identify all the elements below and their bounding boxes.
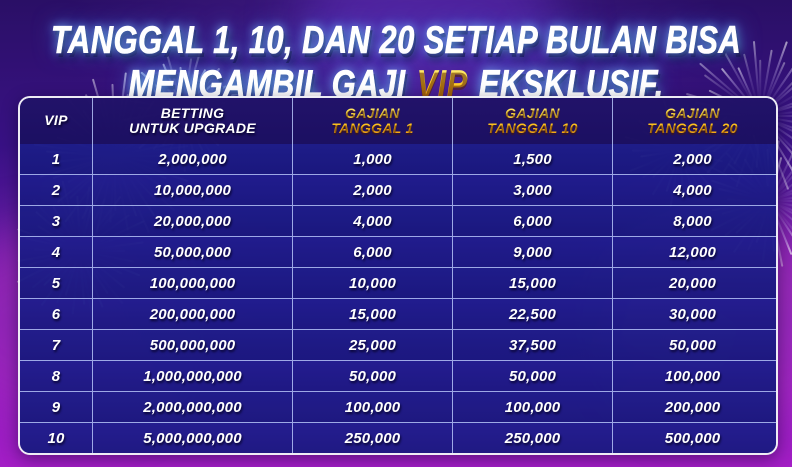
cell-gajian-tanggal-20: 2,000 bbox=[612, 144, 772, 174]
table-row: 2 10,000,000 2,000 3,000 4,000 bbox=[20, 174, 776, 205]
cell-gajian-tanggal-10: 37,500 bbox=[452, 330, 612, 360]
cell-vip-level: 2 bbox=[51, 181, 61, 199]
table-row: 10 5,000,000,000 250,000 250,000 500,000 bbox=[20, 422, 776, 453]
cell-gajian-tanggal-20: 500,000 bbox=[612, 423, 772, 453]
table-row: 8 1,000,000,000 50,000 50,000 100,000 bbox=[20, 360, 776, 391]
cell-gajian-tanggal-10: 22,500 bbox=[452, 299, 612, 329]
header-t1-line1: GAJIAN bbox=[345, 104, 400, 121]
vip-salary-table: VIP BETTING UNTUK UPGRADE GAJIAN TANGGAL… bbox=[18, 96, 778, 455]
cell-betting-amount: 20,000,000 bbox=[92, 206, 292, 236]
header-t10-line2: TANGGAL 10 bbox=[487, 120, 578, 136]
cell-gajian-tanggal-1: 10,000 bbox=[292, 268, 452, 298]
header-cell-vip: VIP bbox=[20, 98, 92, 144]
header-betting-line2: UNTUK UPGRADE bbox=[129, 120, 256, 136]
header-cell-betting: BETTING UNTUK UPGRADE bbox=[92, 98, 292, 144]
header-cell-gajian-tanggal-1: GAJIAN TANGGAL 1 bbox=[292, 98, 452, 144]
cell-gajian-tanggal-1: 15,000 bbox=[292, 299, 452, 329]
table-row: 4 50,000,000 6,000 9,000 12,000 bbox=[20, 236, 776, 267]
cell-betting-amount: 2,000,000,000 bbox=[92, 392, 292, 422]
page-title: TANGGAL 1, 10, DAN 20 SETIAP BULAN BISA … bbox=[0, 18, 792, 104]
cell-gajian-tanggal-10: 50,000 bbox=[452, 361, 612, 391]
cell-gajian-tanggal-10: 1,500 bbox=[452, 144, 612, 174]
cell-gajian-tanggal-10: 6,000 bbox=[452, 206, 612, 236]
cell-gajian-tanggal-10: 250,000 bbox=[452, 423, 612, 453]
cell-gajian-tanggal-20: 100,000 bbox=[612, 361, 772, 391]
cell-betting-amount: 2,000,000 bbox=[92, 144, 292, 174]
cell-gajian-tanggal-1: 2,000 bbox=[292, 175, 452, 205]
cell-gajian-tanggal-20: 12,000 bbox=[612, 237, 772, 267]
cell-gajian-tanggal-1: 250,000 bbox=[292, 423, 452, 453]
table-row: 9 2,000,000,000 100,000 100,000 200,000 bbox=[20, 391, 776, 422]
header-t10-line1: GAJIAN bbox=[505, 104, 560, 121]
cell-betting-amount: 500,000,000 bbox=[92, 330, 292, 360]
cell-gajian-tanggal-10: 15,000 bbox=[452, 268, 612, 298]
table-row: 6 200,000,000 15,000 22,500 30,000 bbox=[20, 298, 776, 329]
table-header-row: VIP BETTING UNTUK UPGRADE GAJIAN TANGGAL… bbox=[20, 98, 776, 144]
header-t20-line1: GAJIAN bbox=[665, 104, 720, 121]
table-row: 7 500,000,000 25,000 37,500 50,000 bbox=[20, 329, 776, 360]
cell-betting-amount: 5,000,000,000 bbox=[92, 423, 292, 453]
table-body: 1 2,000,000 1,000 1,500 2,000 2 10,000,000 2,00… bbox=[20, 144, 776, 453]
title-line-1: TANGGAL 1, 10, DAN 20 SETIAP BULAN BISA bbox=[50, 18, 742, 62]
cell-vip-level: 9 bbox=[51, 398, 61, 416]
cell-vip-level: 5 bbox=[51, 274, 61, 292]
cell-betting-amount: 100,000,000 bbox=[92, 268, 292, 298]
cell-betting-amount: 1,000,000,000 bbox=[92, 361, 292, 391]
cell-vip-level: 3 bbox=[51, 212, 61, 230]
cell-vip-level: 4 bbox=[51, 243, 61, 261]
cell-gajian-tanggal-20: 30,000 bbox=[612, 299, 772, 329]
cell-gajian-tanggal-1: 50,000 bbox=[292, 361, 452, 391]
cell-vip-level: 8 bbox=[51, 367, 61, 385]
cell-gajian-tanggal-10: 100,000 bbox=[452, 392, 612, 422]
cell-gajian-tanggal-10: 9,000 bbox=[452, 237, 612, 267]
header-t20-line2: TANGGAL 20 bbox=[647, 120, 738, 136]
table-row: 1 2,000,000 1,000 1,500 2,000 bbox=[20, 144, 776, 174]
cell-betting-amount: 50,000,000 bbox=[92, 237, 292, 267]
header-cell-gajian-tanggal-10: GAJIAN TANGGAL 10 bbox=[452, 98, 612, 144]
cell-vip-level: 1 bbox=[51, 150, 61, 168]
cell-gajian-tanggal-20: 50,000 bbox=[612, 330, 772, 360]
table-row: 3 20,000,000 4,000 6,000 8,000 bbox=[20, 205, 776, 236]
header-cell-gajian-tanggal-20: GAJIAN TANGGAL 20 bbox=[612, 98, 772, 144]
cell-gajian-tanggal-20: 200,000 bbox=[612, 392, 772, 422]
cell-gajian-tanggal-1: 25,000 bbox=[292, 330, 452, 360]
cell-gajian-tanggal-1: 1,000 bbox=[292, 144, 452, 174]
cell-gajian-tanggal-20: 8,000 bbox=[612, 206, 772, 236]
cell-gajian-tanggal-1: 6,000 bbox=[292, 237, 452, 267]
cell-betting-amount: 200,000,000 bbox=[92, 299, 292, 329]
header-t1-line2: TANGGAL 1 bbox=[331, 120, 414, 136]
cell-vip-level: 10 bbox=[47, 429, 65, 447]
cell-betting-amount: 10,000,000 bbox=[92, 175, 292, 205]
cell-vip-level: 7 bbox=[51, 336, 61, 354]
cell-gajian-tanggal-1: 100,000 bbox=[292, 392, 452, 422]
cell-gajian-tanggal-10: 3,000 bbox=[452, 175, 612, 205]
table-row: 5 100,000,000 10,000 15,000 20,000 bbox=[20, 267, 776, 298]
cell-gajian-tanggal-20: 20,000 bbox=[612, 268, 772, 298]
header-betting-line1: BETTING bbox=[160, 104, 225, 121]
cell-vip-level: 6 bbox=[51, 305, 61, 323]
header-vip-line1: VIP bbox=[44, 112, 68, 129]
cell-gajian-tanggal-1: 4,000 bbox=[292, 206, 452, 236]
cell-gajian-tanggal-20: 4,000 bbox=[612, 175, 772, 205]
